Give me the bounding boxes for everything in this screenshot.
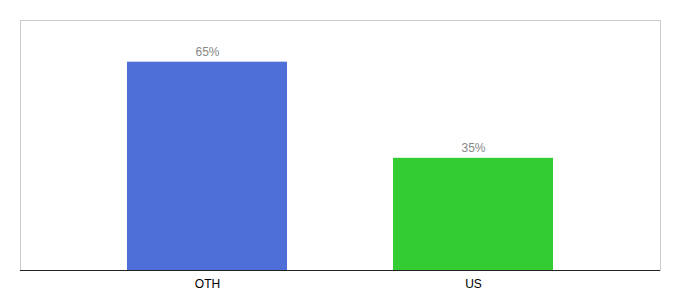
- svg-text:US: US: [465, 277, 482, 291]
- svg-text:OTH: OTH: [195, 277, 220, 291]
- svg-text:65%: 65%: [195, 45, 219, 59]
- svg-text:35%: 35%: [461, 141, 485, 155]
